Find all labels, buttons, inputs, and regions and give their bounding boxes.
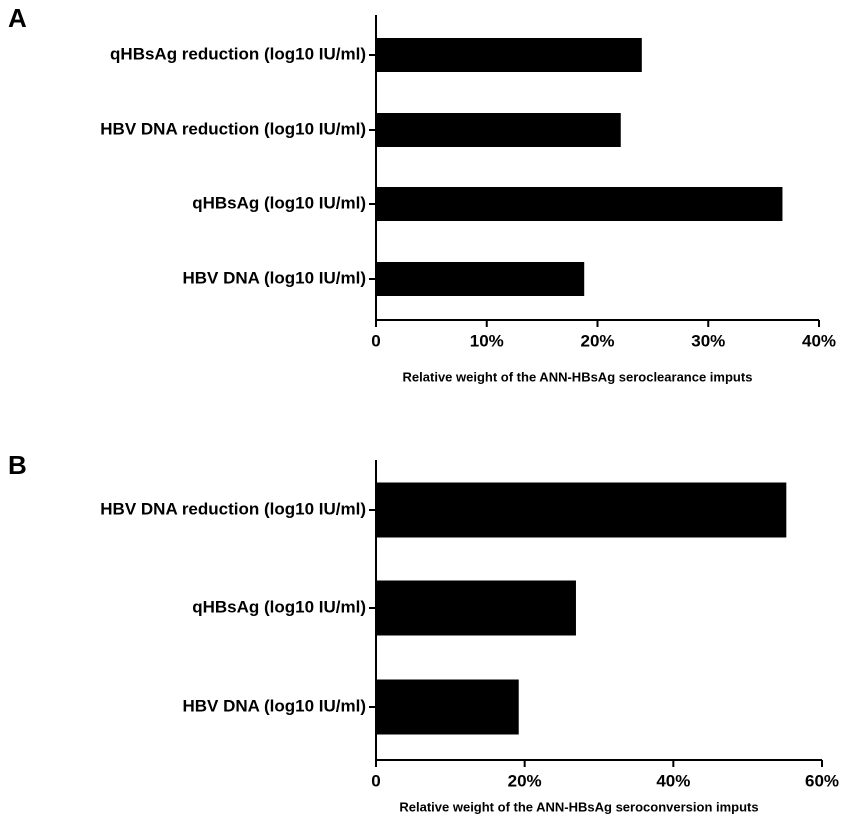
bar [376, 482, 787, 538]
y-tick-label: HBV DNA reduction (log10 IU/ml) [100, 499, 366, 518]
bar [376, 38, 642, 72]
bar [376, 679, 519, 735]
x-axis-label: Relative weight of the ANN-HBsAg serocon… [399, 799, 758, 814]
panel-label: A [8, 3, 27, 33]
bar [376, 113, 621, 147]
x-tick-label: 0 [371, 331, 380, 350]
x-tick-label: 40% [802, 331, 836, 350]
y-tick-label: HBV DNA reduction (log10 IU/ml) [100, 119, 366, 138]
y-tick-label: HBV DNA (log10 IU/ml) [182, 268, 366, 287]
x-tick-label: 0 [371, 771, 380, 790]
y-tick-label: HBV DNA (log10 IU/ml) [182, 696, 366, 715]
y-tick-label: qHBsAg reduction (log10 IU/ml) [110, 44, 366, 63]
y-tick-label: qHBsAg (log10 IU/ml) [192, 193, 366, 212]
panel-label: B [8, 450, 27, 480]
x-tick-label: 60% [805, 771, 839, 790]
x-tick-label: 40% [656, 771, 690, 790]
y-tick-label: qHBsAg (log10 IU/ml) [192, 597, 366, 616]
x-tick-label: 30% [691, 331, 725, 350]
x-axis-label: Relative weight of the ANN-HBsAg serocle… [403, 369, 753, 384]
x-tick-label: 20% [508, 771, 542, 790]
x-tick-label: 20% [580, 331, 614, 350]
x-tick-label: 10% [470, 331, 504, 350]
bar [376, 262, 585, 296]
bar [376, 580, 576, 636]
bar [376, 187, 783, 221]
